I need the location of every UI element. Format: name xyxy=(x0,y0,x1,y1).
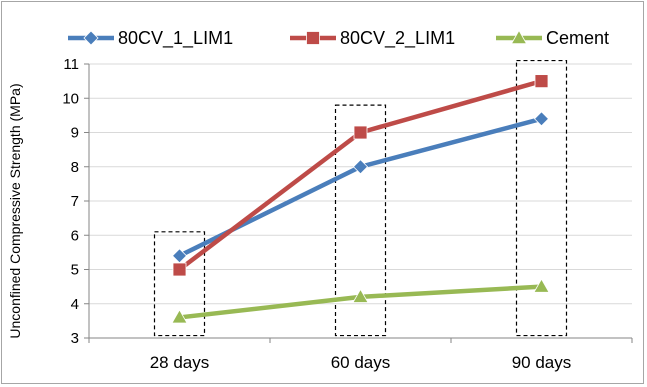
series-group xyxy=(171,74,550,324)
data-point-diamond xyxy=(533,111,550,127)
series-3 xyxy=(171,278,550,324)
series-2 xyxy=(172,74,549,277)
data-point-triangle xyxy=(352,288,369,303)
y-tick-label: 10 xyxy=(62,90,79,107)
highlight-box xyxy=(334,104,387,337)
highlight-box xyxy=(153,231,206,337)
x-axis-ticks: 28 days 60 days 90 days xyxy=(88,338,633,372)
highlight-box xyxy=(515,59,568,337)
x-tick-label: 28 days xyxy=(150,353,210,372)
legend-label: Cement xyxy=(546,28,609,48)
y-tick-label: 4 xyxy=(71,296,79,313)
y-tick-label: 8 xyxy=(71,159,79,176)
legend-item: 80CV_2_LIM1 xyxy=(290,28,455,49)
x-tick-label: 90 days xyxy=(512,353,572,372)
data-point-triangle xyxy=(510,29,528,45)
data-point-diamond xyxy=(352,159,369,175)
x-tick-label: 60 days xyxy=(331,353,391,372)
y-tick-label: 3 xyxy=(71,330,79,347)
legend-item: Cement xyxy=(496,28,609,48)
legend: 80CV_1_LIM1 80CV_2_LIM1 Cement xyxy=(68,28,609,49)
legend-label: 80CV_2_LIM1 xyxy=(340,28,455,49)
y-axis-label: Unconfined Compressive Strength (MPa) xyxy=(7,83,23,338)
data-point-square xyxy=(306,31,320,45)
data-point-diamond xyxy=(83,30,99,46)
data-point-triangle xyxy=(533,278,550,293)
y-tick-label: 9 xyxy=(71,125,79,142)
y-axis-ticks: 3 4 5 6 7 8 9 10 11 xyxy=(62,56,89,347)
data-point-triangle xyxy=(171,309,188,324)
legend-label: 80CV_1_LIM1 xyxy=(118,28,233,49)
data-point-square xyxy=(353,125,368,140)
data-point-square xyxy=(534,74,549,89)
data-point-square xyxy=(172,262,187,277)
y-tick-label: 7 xyxy=(71,193,79,210)
series-line xyxy=(177,78,544,272)
y-tick-label: 6 xyxy=(71,227,79,244)
legend-item: 80CV_1_LIM1 xyxy=(68,28,233,49)
y-tick-label: 5 xyxy=(71,262,79,279)
y-tick-label: 11 xyxy=(63,56,79,73)
highlight-boxes xyxy=(153,59,568,337)
